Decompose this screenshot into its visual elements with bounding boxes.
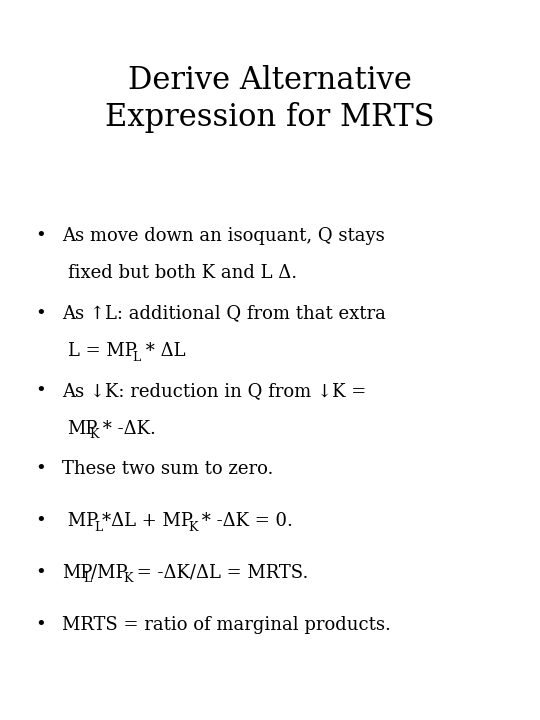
Text: *ΔL + MP: *ΔL + MP (102, 512, 193, 530)
Text: L: L (84, 572, 92, 585)
Text: As ↓K: reduction in Q from ↓K =: As ↓K: reduction in Q from ↓K = (62, 382, 366, 400)
Text: * -ΔK.: * -ΔK. (97, 420, 156, 438)
Text: Derive Alternative
Expression for MRTS: Derive Alternative Expression for MRTS (105, 65, 435, 132)
Text: K: K (124, 572, 133, 585)
Text: •: • (35, 512, 46, 530)
Text: •: • (35, 616, 46, 634)
Text: L: L (94, 521, 103, 534)
Text: MRTS = ratio of marginal products.: MRTS = ratio of marginal products. (62, 616, 391, 634)
Text: L = MP: L = MP (68, 342, 136, 360)
Text: •: • (35, 564, 46, 582)
Text: K: K (89, 428, 99, 441)
Text: MP: MP (62, 564, 92, 582)
Text: •: • (35, 460, 46, 478)
Text: As move down an isoquant, Q stays: As move down an isoquant, Q stays (62, 227, 385, 245)
Text: * ΔL: * ΔL (140, 342, 186, 360)
Text: MP: MP (68, 420, 98, 438)
Text: K: K (189, 521, 198, 534)
Text: * -ΔK = 0.: * -ΔK = 0. (196, 512, 293, 530)
Text: /MP: /MP (91, 564, 128, 582)
Text: These two sum to zero.: These two sum to zero. (62, 460, 273, 478)
Text: •: • (35, 305, 46, 323)
Text: As ↑L: additional Q from that extra: As ↑L: additional Q from that extra (62, 305, 386, 323)
Text: MP: MP (62, 512, 98, 530)
Text: L: L (132, 351, 141, 364)
Text: fixed but both K and L Δ.: fixed but both K and L Δ. (68, 264, 296, 282)
Text: = -ΔK/ΔL = MRTS.: = -ΔK/ΔL = MRTS. (131, 564, 309, 582)
Text: •: • (35, 227, 46, 245)
Text: •: • (35, 382, 46, 400)
